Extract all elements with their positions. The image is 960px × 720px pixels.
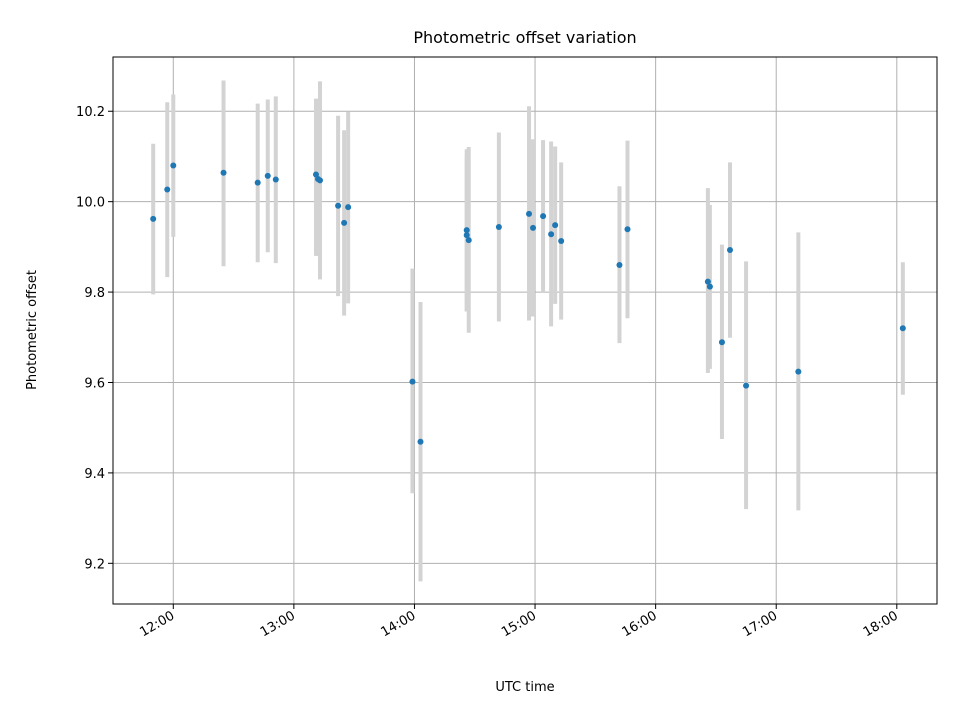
data-point <box>552 222 559 229</box>
data-point <box>220 169 227 176</box>
data-point <box>463 232 470 239</box>
data-point <box>409 378 416 385</box>
x-tick-label: 12:00 <box>137 608 177 640</box>
data-point <box>726 247 733 254</box>
data-point <box>312 171 319 178</box>
x-tick-label: 17:00 <box>740 608 780 640</box>
data-point <box>272 176 279 183</box>
y-axis-label: Photometric offset <box>25 270 40 390</box>
data-point <box>706 283 713 290</box>
data-point <box>795 368 802 375</box>
data-point <box>345 204 352 211</box>
data-point <box>899 325 906 332</box>
y-tick-label: 10.2 <box>76 105 105 120</box>
data-point <box>718 339 725 346</box>
data-point <box>264 172 271 179</box>
y-tick-label: 9.2 <box>84 557 105 572</box>
data-point <box>170 162 177 169</box>
x-tick-label: 16:00 <box>620 608 660 640</box>
y-tick-label: 9.6 <box>84 376 105 391</box>
data-point <box>743 382 750 389</box>
chart-title: Photometric offset variation <box>413 28 636 47</box>
data-point <box>254 179 261 186</box>
x-axis-ticks: 12:00 13:00 14:00 15:00 16:00 17:00 18:00 <box>137 604 901 640</box>
data-point <box>150 215 157 222</box>
data-point <box>463 227 470 234</box>
data-point <box>526 210 533 217</box>
y-tick-label: 9.4 <box>84 467 105 482</box>
x-tick-label: 18:00 <box>861 608 901 640</box>
data-point <box>558 237 565 244</box>
error-bar-layer <box>151 80 905 582</box>
data-point <box>540 213 547 220</box>
x-tick-label: 15:00 <box>499 608 539 640</box>
x-tick-label: 13:00 <box>258 608 298 640</box>
data-point <box>417 438 424 445</box>
data-point <box>465 237 472 244</box>
data-point <box>335 202 342 209</box>
data-point <box>495 223 502 230</box>
x-tick-label: 14:00 <box>379 608 419 640</box>
point-layer <box>150 162 906 445</box>
grid-layer <box>113 57 937 604</box>
x-axis-label: UTC time <box>495 680 554 695</box>
y-axis-ticks: 9.2 9.4 9.6 9.8 10.0 10.2 <box>76 105 113 572</box>
data-point <box>317 177 324 184</box>
data-point <box>530 224 537 231</box>
data-point <box>341 219 348 226</box>
data-point <box>624 226 631 233</box>
plot-frame <box>112 56 938 605</box>
data-point <box>164 186 171 193</box>
y-tick-label: 9.8 <box>84 286 105 301</box>
data-point <box>704 278 711 285</box>
y-tick-label: 10.0 <box>76 196 105 211</box>
data-point <box>548 231 555 238</box>
data-point <box>616 261 623 268</box>
